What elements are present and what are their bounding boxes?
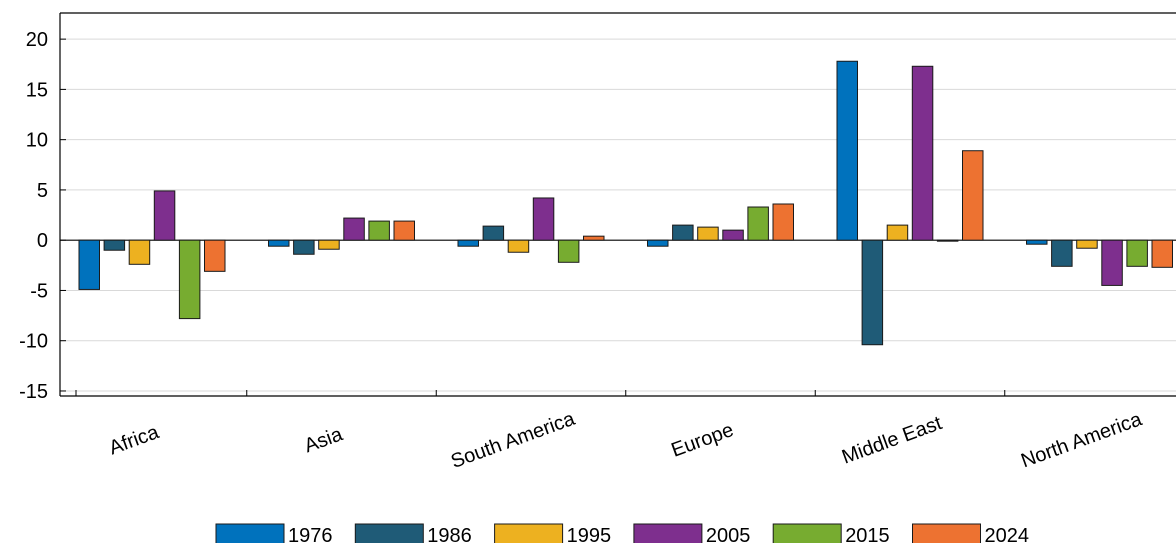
bar-1976-south-america	[457, 239, 479, 247]
bar-1995-south-america	[507, 239, 530, 253]
legend-label-1976: 1976	[288, 525, 333, 543]
legend-label-2005: 2005	[706, 525, 751, 543]
bar-1976-north-america	[1026, 239, 1048, 245]
legend-swatch-2005	[633, 523, 703, 543]
y-tick-label: 10	[26, 130, 48, 152]
bar-2024-asia	[393, 220, 415, 241]
x-category-label: Europe	[668, 419, 736, 462]
bar-1986-africa	[103, 239, 126, 251]
x-category-label: Africa	[106, 421, 162, 459]
bar-2005-north-america	[1101, 239, 1123, 286]
legend-swatch-1986	[354, 523, 424, 543]
bar-2005-africa	[153, 190, 176, 241]
bar-2015-asia	[368, 220, 390, 241]
legend-label-1995: 1995	[567, 525, 612, 543]
y-tick-label: -10	[19, 331, 48, 353]
y-tick-label: -15	[19, 381, 48, 403]
x-category-label: Middle East	[839, 412, 945, 469]
y-axis-ticks: 20 15 10 5 0 -5 -10 -15	[19, 29, 48, 403]
bar-1995-europe	[697, 226, 719, 241]
legend-swatch-1976	[215, 523, 285, 543]
bar-1986-europe	[672, 224, 694, 241]
bar-2024-south-america	[583, 235, 605, 241]
bar-1995-middle-east	[886, 224, 909, 241]
y-tick-label: 5	[37, 180, 48, 202]
legend-swatch-1995	[494, 523, 564, 543]
bar-2024-middle-east	[962, 150, 984, 241]
bar-1976-asia	[268, 239, 290, 247]
axes	[59, 12, 1176, 397]
x-category-label: South America	[448, 407, 579, 472]
bar-2015-middle-east	[936, 239, 959, 242]
bar-2015-africa	[178, 239, 201, 320]
bar-1995-africa	[128, 239, 151, 265]
legend-swatch-2015	[772, 523, 842, 543]
bar-1995-asia	[318, 239, 340, 250]
bar-2005-asia	[343, 217, 365, 241]
bar-1986-middle-east	[861, 239, 884, 346]
bar-1986-asia	[293, 239, 315, 255]
bar-1995-north-america	[1076, 239, 1098, 249]
legend-label-2024: 2024	[985, 525, 1030, 543]
bar-2015-north-america	[1126, 239, 1148, 267]
bar-2024-north-america	[1151, 239, 1173, 268]
bar-1986-north-america	[1051, 239, 1073, 267]
bar-2005-middle-east	[911, 65, 934, 241]
bars	[78, 60, 1173, 346]
y-tick-label: -5	[30, 280, 48, 302]
bar-2005-europe	[722, 229, 744, 241]
bar-2005-south-america	[532, 197, 555, 241]
x-axis-categories: Africa Asia South America Europe Middle East…	[106, 407, 1145, 472]
y-tick-label: 20	[26, 29, 48, 51]
legend: 1976 1986 1995 2005 2015 2024	[215, 523, 1030, 543]
bar-2015-europe	[747, 206, 769, 241]
bar-1976-middle-east	[836, 60, 858, 241]
bar-2015-south-america	[557, 239, 580, 263]
bar-2024-africa	[204, 239, 226, 272]
gridlines	[60, 38, 1176, 392]
bar-1976-africa	[78, 239, 100, 290]
legend-swatch-2024	[912, 523, 981, 543]
bar-2024-europe	[772, 203, 794, 241]
x-category-label: Asia	[301, 423, 346, 457]
bar-1986-south-america	[482, 225, 505, 241]
legend-label-2015: 2015	[845, 525, 890, 543]
y-tick-label: 0	[37, 230, 48, 252]
legend-label-1986: 1986	[427, 525, 472, 543]
y-tick-label: 15	[26, 79, 48, 101]
x-category-label: North America	[1018, 408, 1145, 472]
bar-1976-europe	[647, 239, 669, 247]
